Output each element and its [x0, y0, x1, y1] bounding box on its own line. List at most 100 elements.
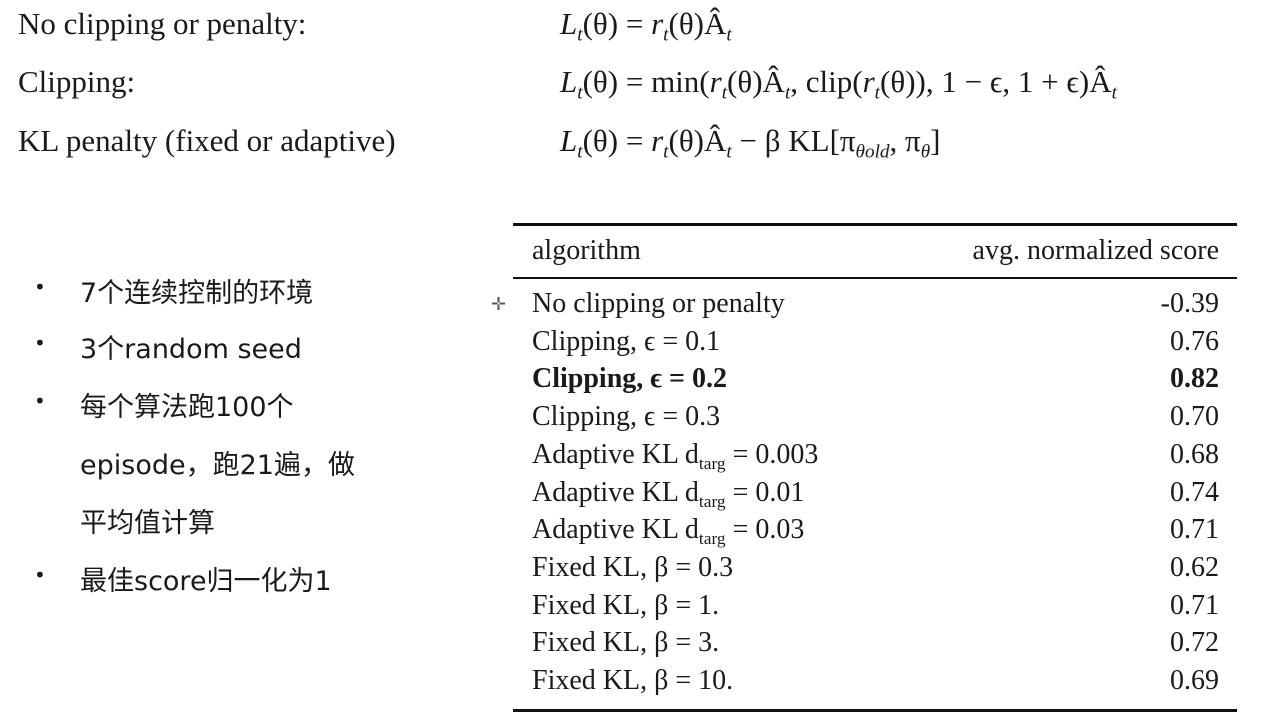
algorithm-cell: Clipping, ϵ = 0.2: [532, 363, 727, 395]
table-row: Adaptive KL dtarg = 0.003 0.68: [532, 439, 1219, 475]
score-cell: 0.70: [1170, 401, 1219, 433]
bullet-text: 每个算法跑100个: [80, 392, 294, 423]
formula-segment: r: [651, 123, 664, 158]
bullet-dot-icon: •: [34, 275, 46, 299]
formula-segment: ]: [930, 123, 941, 158]
formula-segment: L: [560, 6, 578, 41]
algorithm-cell: Adaptive KL dtarg = 0.01: [532, 476, 805, 511]
algorithm-cell: Adaptive KL dtarg = 0.003: [532, 438, 819, 473]
table-row: Fixed KL, β = 0.3 0.62: [532, 552, 1219, 588]
formula-segment: (θ) =: [582, 6, 652, 41]
formula-expression: Lt(θ) = rt(θ)Ât: [560, 6, 732, 45]
crosshair-move-icon: ✛: [491, 294, 507, 315]
results-table: algorithm avg. normalized score No clipp…: [513, 223, 1237, 713]
formula-segment: t: [784, 82, 791, 104]
formula-segment: θ: [920, 141, 931, 163]
score-cell: 0.82: [1170, 363, 1219, 395]
bullet-text: episode，跑21遍，做: [80, 450, 355, 481]
header-algorithm: algorithm: [532, 235, 641, 266]
formula-segment: t: [663, 24, 669, 46]
formula-segment: (θ)Â: [727, 64, 785, 99]
formula-segment: , π: [889, 123, 921, 158]
formula-segment: (θ) = min(: [582, 64, 710, 99]
formula-segment: t: [577, 82, 583, 104]
header-score: avg. normalized score: [972, 235, 1219, 266]
formula-label: KL penalty (fixed or adaptive): [18, 123, 396, 158]
formula-expression: Lt(θ) = min(rt(θ)Ât, clip(rt(θ)), 1 − ϵ,…: [560, 64, 1117, 103]
algorithm-label: Clipping, ϵ = 0.1: [532, 325, 721, 357]
formula-segment: − β KL[π: [731, 123, 856, 158]
formula-label: Clipping:: [18, 64, 136, 99]
score-cell: 0.68: [1170, 438, 1219, 470]
algorithm-label-rest: = 0.01: [725, 476, 805, 508]
algorithm-label: Fixed KL, β = 1.: [532, 589, 720, 621]
score-cell: 0.72: [1170, 627, 1219, 659]
algorithm-cell: Adaptive KL dtarg = 0.03: [532, 514, 805, 549]
bullet-text: 3个random seed: [80, 334, 302, 365]
formula-segment: r: [862, 64, 875, 99]
table-row: Clipping, ϵ = 0.1 0.76: [532, 326, 1219, 362]
algorithm-label-rest: = 0.03: [725, 514, 805, 546]
formula-segment: t: [874, 82, 881, 104]
table-row: Adaptive KL dtarg = 0.01 0.74: [532, 477, 1219, 513]
bullet-dot-icon: •: [34, 331, 46, 355]
score-cell: 0.74: [1170, 476, 1219, 508]
formula-segment: (θ)Â: [668, 6, 727, 41]
bullet-text: 平均值计算: [80, 508, 215, 539]
algorithm-cell: Clipping, ϵ = 0.3: [532, 401, 720, 433]
algorithm-cell: Clipping, ϵ = 0.1: [532, 326, 720, 358]
table-row: No clipping or penalty -0.39: [532, 288, 1219, 324]
formula-segment: t: [577, 141, 583, 163]
formula-label: No clipping or penalty:: [18, 6, 307, 41]
formula-segment: t: [726, 24, 732, 46]
algorithm-subscript: targ: [698, 529, 726, 549]
formula-segment: r: [709, 64, 722, 99]
bullet-text: 7个连续控制的环境: [80, 278, 314, 309]
formula-segment: r: [651, 6, 664, 41]
table-row: Clipping, ϵ = 0.3 0.70: [532, 401, 1219, 437]
formula-segment: (θ)Â: [668, 123, 727, 158]
score-cell: 0.62: [1170, 551, 1219, 583]
table-header-rule: [513, 277, 1237, 279]
table-top-rule: [513, 223, 1237, 226]
algorithm-label: Fixed KL, β = 3.: [532, 627, 720, 659]
formula-segment: t: [721, 82, 728, 104]
algorithm-cell: No clipping or penalty: [532, 288, 785, 320]
table-row: Fixed KL, β = 10. 0.69: [532, 665, 1219, 701]
algorithm-label: Fixed KL, β = 0.3: [532, 551, 734, 583]
bullet-dot-icon: •: [34, 563, 46, 587]
algorithm-cell: Fixed KL, β = 1.: [532, 590, 719, 622]
algorithm-subscript: targ: [698, 453, 726, 473]
bullet-dot-icon: •: [34, 389, 46, 413]
score-cell: 0.76: [1170, 325, 1219, 357]
score-cell: 0.69: [1170, 665, 1219, 696]
formula-segment: L: [560, 64, 578, 99]
algorithm-cell: Fixed KL, β = 0.3: [532, 552, 733, 584]
algorithm-cell: Fixed KL, β = 10.: [532, 665, 733, 697]
bullet-text: 最佳score归一化为1: [80, 566, 332, 597]
table-row: Adaptive KL dtarg = 0.03 0.71: [532, 514, 1219, 550]
algorithm-label: Adaptive KL d: [532, 476, 699, 508]
formula-segment: t: [663, 141, 669, 163]
algorithm-label: Clipping, ϵ = 0.2: [532, 363, 728, 395]
table-bottom-rule: [513, 709, 1237, 712]
formula-segment: t: [726, 141, 732, 163]
formula-segment: t: [577, 24, 583, 46]
formula-segment: θold: [855, 141, 890, 163]
algorithm-label: Adaptive KL d: [532, 514, 699, 546]
algorithm-label: Fixed KL, β = 10.: [532, 665, 734, 696]
formula-expression: Lt(θ) = rt(θ)Ât − β KL[πθold, πθ]: [560, 123, 941, 162]
algorithm-subscript: targ: [698, 491, 726, 511]
algorithm-label-rest: = 0.003: [725, 438, 819, 470]
table-row: Fixed KL, β = 3. 0.72: [532, 627, 1219, 663]
formula-segment: (θ) =: [582, 123, 652, 158]
score-cell: 0.71: [1170, 514, 1219, 546]
algorithm-label: Adaptive KL d: [532, 438, 699, 470]
score-cell: -0.39: [1160, 288, 1219, 319]
table-row: Clipping, ϵ = 0.2 0.82: [532, 363, 1219, 399]
formula-segment: (θ)), 1 − ϵ, 1 + ϵ)Â: [880, 64, 1112, 99]
formula-segment: t: [1111, 82, 1117, 104]
score-cell: 0.71: [1170, 589, 1219, 621]
algorithm-label: Clipping, ϵ = 0.3: [532, 401, 721, 433]
algorithm-label: No clipping or penalty: [532, 288, 785, 319]
